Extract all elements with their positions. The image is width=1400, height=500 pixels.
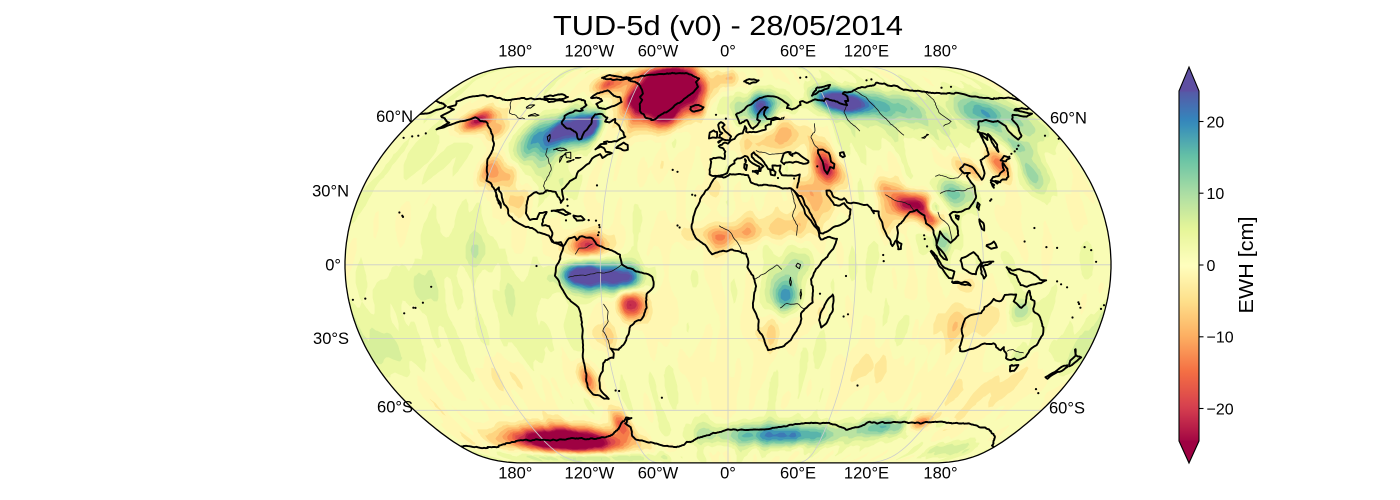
svg-text:60°W: 60°W: [638, 43, 679, 61]
svg-text:0°: 0°: [325, 257, 341, 275]
svg-text:180°: 180°: [923, 43, 957, 61]
svg-text:TUD-5d (v0) - 28/05/2014: TUD-5d (v0) - 28/05/2014: [553, 10, 903, 41]
svg-text:120°E: 120°E: [844, 465, 889, 483]
svg-text:60°N: 60°N: [1050, 109, 1087, 127]
svg-text:20: 20: [1207, 114, 1225, 131]
svg-text:180°: 180°: [498, 43, 532, 61]
svg-text:180°: 180°: [923, 465, 957, 483]
svg-text:60°W: 60°W: [638, 465, 679, 483]
svg-text:30°N: 30°N: [312, 183, 349, 201]
svg-text:120°W: 120°W: [565, 465, 615, 483]
svg-text:30°S: 30°S: [313, 330, 349, 348]
svg-text:−10: −10: [1207, 330, 1234, 347]
svg-text:120°E: 120°E: [844, 43, 889, 61]
svg-text:0°: 0°: [720, 465, 736, 483]
svg-text:60°S: 60°S: [1049, 400, 1085, 418]
svg-text:0: 0: [1207, 258, 1216, 275]
svg-text:180°: 180°: [498, 465, 532, 483]
svg-text:60°N: 60°N: [376, 108, 413, 126]
svg-text:EWH [cm]: EWH [cm]: [1236, 217, 1258, 314]
svg-text:120°W: 120°W: [565, 43, 615, 61]
svg-text:10: 10: [1207, 186, 1225, 203]
svg-text:60°E: 60°E: [780, 43, 816, 61]
svg-text:60°E: 60°E: [780, 465, 816, 483]
svg-text:0°: 0°: [720, 43, 736, 61]
svg-text:60°S: 60°S: [377, 399, 413, 417]
svg-text:−20: −20: [1207, 401, 1234, 418]
